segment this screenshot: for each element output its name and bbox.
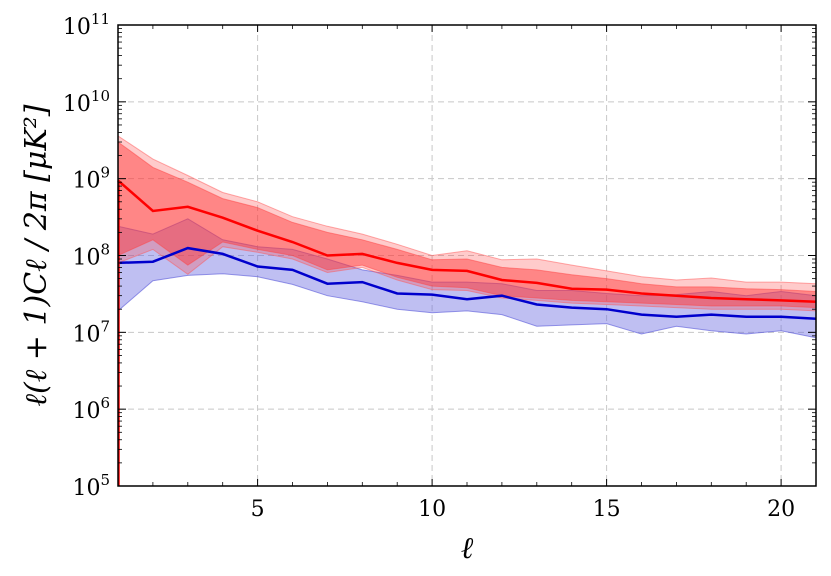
y-tick-label: 107 xyxy=(72,317,110,347)
y-axis-title: ℓ(ℓ + 1)Cℓ / 2π [μK²] xyxy=(19,104,54,406)
y-tick-exponent: 7 xyxy=(100,317,110,335)
y-tick-base: 10 xyxy=(72,169,100,194)
y-tick-base: 10 xyxy=(72,246,100,271)
y-tick-label: 105 xyxy=(72,471,110,501)
y-tick-base: 10 xyxy=(63,15,91,40)
y-tick-exponent: 6 xyxy=(100,394,110,412)
y-tick-base: 10 xyxy=(63,92,91,117)
blue-series-line xyxy=(117,246,817,321)
x-tick-label: 5 xyxy=(251,497,265,522)
y-tick-base: 10 xyxy=(72,399,100,424)
y-tick-exponent: 9 xyxy=(100,164,110,182)
y-tick-exponent: 8 xyxy=(100,241,110,259)
x-tick-label: 20 xyxy=(767,497,795,522)
x-tick-label: 10 xyxy=(418,497,446,522)
y-tick-label: 108 xyxy=(72,241,110,271)
series-lines xyxy=(117,179,817,486)
x-tick-label: 15 xyxy=(593,497,621,522)
y-tick-base: 10 xyxy=(72,322,100,347)
y-tick-label: 1010 xyxy=(63,87,110,117)
confidence-bands xyxy=(117,134,817,339)
y-tick-exponent: 11 xyxy=(91,10,110,28)
y-tick-exponent: 5 xyxy=(100,471,110,489)
y-tick-label: 1011 xyxy=(63,10,110,40)
y-tick-exponent: 10 xyxy=(91,87,110,105)
axis-ticks xyxy=(117,24,817,487)
y-tick-label: 109 xyxy=(72,164,110,194)
y-tick-base: 10 xyxy=(72,476,100,501)
red-series-line xyxy=(117,179,817,304)
x-axis-title: ℓ xyxy=(461,531,474,566)
y-tick-label: 106 xyxy=(72,394,110,424)
